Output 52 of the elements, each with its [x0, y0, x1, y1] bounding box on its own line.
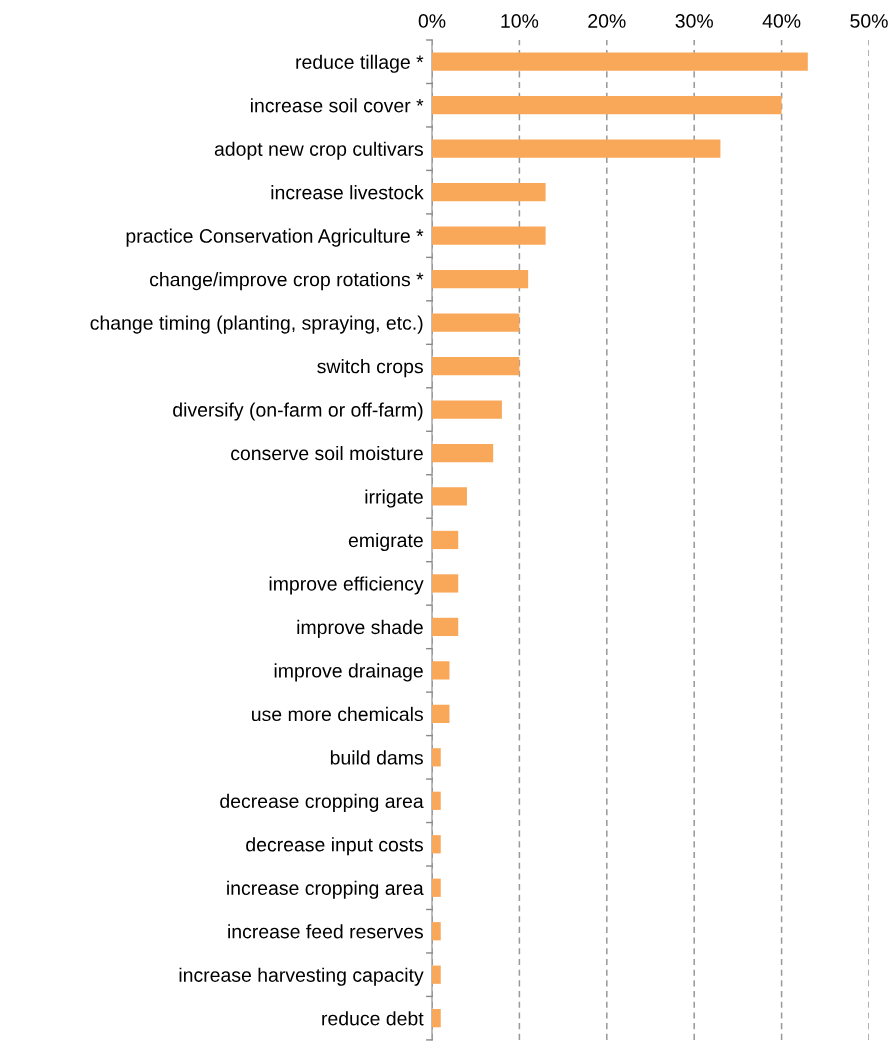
x-tick-label: 50% — [850, 14, 888, 28]
bar — [432, 574, 459, 593]
y-tick-label: reduce debt — [322, 1011, 424, 1026]
bar — [432, 139, 721, 158]
bar — [432, 443, 494, 463]
y-tick-label: change/improve crop rotations * — [149, 272, 424, 291]
bar — [432, 922, 441, 941]
bar — [432, 661, 450, 680]
bar — [432, 878, 441, 897]
y-tick-label: improve drainage — [274, 663, 423, 682]
y-tick-label: reduce tillage * — [296, 54, 424, 73]
bar — [432, 965, 441, 984]
x-tick-label: 0% — [418, 14, 446, 28]
y-tick-label: conserve soil moisture — [231, 445, 423, 461]
y-tick-label: diversify (on-farm or off-farm) — [173, 402, 423, 421]
bar — [432, 530, 459, 550]
bar — [432, 356, 520, 376]
bar — [432, 617, 459, 637]
bar — [432, 313, 520, 332]
y-tick-label: increase harvesting capacity — [179, 967, 424, 986]
x-tick-label: 10% — [501, 14, 539, 28]
bar — [432, 96, 782, 115]
x-tick-label: 30% — [675, 14, 713, 28]
y-tick-label: change timing (planting, spraying, etc.) — [90, 315, 423, 334]
bar — [432, 226, 546, 245]
y-tick-label: increase feed reserves — [228, 924, 423, 939]
x-tick-label: 20% — [588, 14, 626, 28]
bar — [432, 1009, 441, 1028]
y-tick-label: increase soil cover * — [250, 98, 424, 113]
bar — [432, 400, 502, 419]
bar — [432, 487, 467, 506]
y-tick-label: decrease input costs — [246, 837, 423, 856]
y-tick-label: build dams — [330, 750, 423, 765]
bar — [432, 748, 441, 767]
y-tick-label: switch crops — [317, 359, 423, 378]
y-tick-label: adopt new crop cultivars — [214, 141, 423, 160]
y-tick-label: use more chemicals — [252, 706, 423, 722]
x-tick-label: 40% — [762, 14, 801, 28]
y-tick-label: decrease cropping area — [220, 793, 424, 812]
bar — [432, 704, 450, 723]
y-tick-label: emigrate — [348, 532, 423, 552]
bar — [432, 183, 546, 202]
y-tick-label: increase livestock — [271, 185, 424, 200]
bar — [432, 791, 441, 810]
y-tick-label: improve shade — [297, 619, 423, 638]
y-tick-label: improve efficiency — [269, 576, 424, 595]
y-tick-label: irrigate — [365, 489, 423, 508]
y-tick-label: increase cropping area — [227, 880, 424, 899]
bar — [432, 269, 529, 289]
bar — [432, 52, 808, 71]
y-tick-label: practice Conservation Agriculture * — [126, 228, 424, 247]
bar — [432, 835, 441, 854]
